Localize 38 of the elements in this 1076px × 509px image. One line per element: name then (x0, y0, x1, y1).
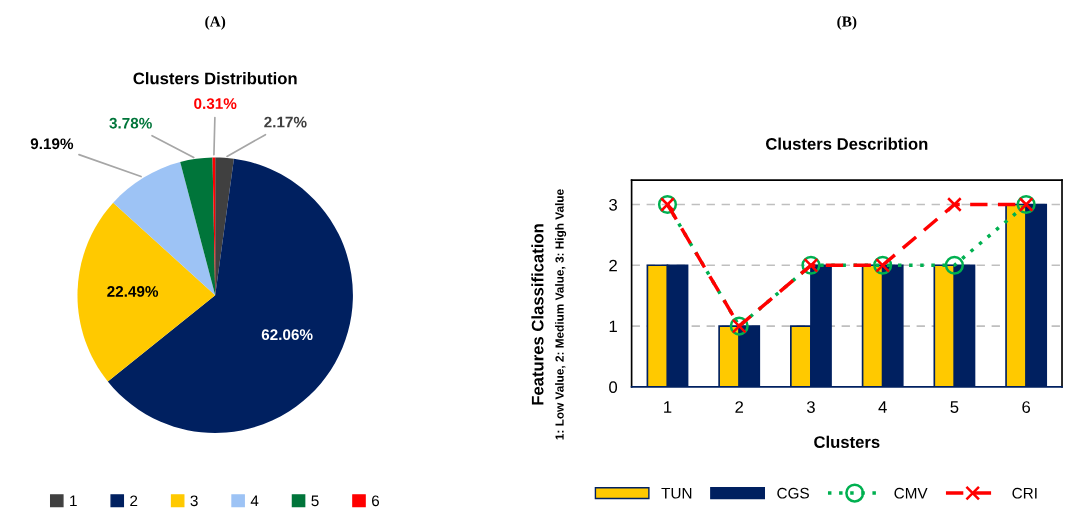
x-tick-label: 5 (950, 401, 959, 413)
y-tick-label: 0 (609, 381, 618, 394)
x-tick-label: 3 (806, 401, 815, 413)
y-tick-label: 1 (609, 320, 617, 333)
data-label: 62.06% (261, 329, 313, 341)
point (944, 255, 964, 275)
legend-label: TUN (661, 487, 692, 499)
text: (B) (837, 15, 857, 30)
legend-label: CGS (777, 487, 809, 499)
text: (A) (205, 15, 226, 30)
pie-slice (215, 157, 234, 296)
legend-label: 2 (130, 495, 138, 507)
legend-label: CRI (1012, 487, 1037, 499)
data-label: 0.31% (194, 98, 237, 110)
legend-label: 5 (311, 495, 319, 507)
x-axis-title: Clusters (814, 435, 880, 448)
legend-label: 1 (70, 495, 77, 507)
data-label: 3.78% (109, 117, 152, 129)
point (946, 197, 962, 212)
x-tick-label: 4 (878, 401, 887, 413)
y-tick-label: 2 (609, 259, 617, 272)
pie-slice (180, 157, 216, 296)
x-tick-label: 1 (664, 401, 672, 413)
data-label: 2.17% (264, 116, 307, 128)
legend-label: 6 (372, 495, 380, 507)
chart-title: Clusters Describtion (766, 137, 928, 150)
x-tick-label: 6 (1022, 401, 1031, 413)
legend-label: 4 (250, 495, 259, 507)
chart-title: Clusters Distribution (133, 72, 297, 85)
pie-slice (77, 202, 216, 382)
x-tick-label: 2 (735, 401, 744, 413)
legend-label: 3 (190, 495, 198, 507)
data-label: 22.49% (107, 286, 159, 297)
y-axis-title: Features Classification 1: Low Value, 2: Medium Value, 3: High Value (531, 189, 567, 440)
legend-label: CMV (894, 487, 928, 499)
y-tick-label: 3 (609, 198, 617, 211)
data-label: 9.19% (30, 138, 74, 150)
pie-slice (107, 158, 353, 433)
